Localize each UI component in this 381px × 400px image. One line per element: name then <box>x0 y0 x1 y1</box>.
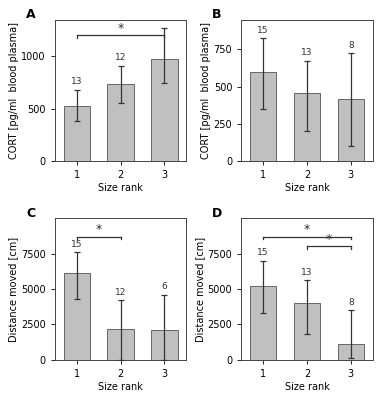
Bar <box>151 59 178 161</box>
Text: D: D <box>212 207 223 220</box>
Bar <box>338 99 364 161</box>
X-axis label: Size rank: Size rank <box>285 382 330 392</box>
Text: 13: 13 <box>301 268 313 277</box>
Bar <box>250 72 276 161</box>
X-axis label: Size rank: Size rank <box>285 183 330 193</box>
Bar <box>64 274 90 360</box>
Text: *: * <box>96 223 102 236</box>
Bar <box>64 106 90 161</box>
Y-axis label: Distance moved [cm]: Distance moved [cm] <box>195 236 205 342</box>
Text: 15: 15 <box>258 248 269 257</box>
Text: *: * <box>326 233 332 246</box>
Text: 13: 13 <box>71 77 83 86</box>
Text: 8: 8 <box>348 40 354 50</box>
Text: C: C <box>26 207 35 220</box>
Text: 13: 13 <box>301 48 313 57</box>
Text: B: B <box>212 8 222 21</box>
X-axis label: Size rank: Size rank <box>98 183 143 193</box>
Text: 12: 12 <box>115 53 126 62</box>
Y-axis label: Distance moved [cm]: Distance moved [cm] <box>8 236 18 342</box>
Text: 15: 15 <box>258 26 269 35</box>
Bar <box>294 303 320 360</box>
Y-axis label: CORT [pg/ml  blood plasma]: CORT [pg/ml blood plasma] <box>9 22 19 159</box>
Text: 12: 12 <box>115 288 126 297</box>
Bar <box>250 286 276 360</box>
Bar <box>151 330 178 360</box>
Y-axis label: CORT [pg/ml  blood plasma]: CORT [pg/ml blood plasma] <box>201 22 211 159</box>
Text: 15: 15 <box>71 240 83 249</box>
Text: A: A <box>26 8 35 21</box>
Bar <box>107 84 134 161</box>
Bar <box>294 93 320 161</box>
Bar <box>107 329 134 360</box>
Text: 6: 6 <box>162 282 167 291</box>
Text: *: * <box>304 223 310 236</box>
Bar <box>338 344 364 360</box>
X-axis label: Size rank: Size rank <box>98 382 143 392</box>
Text: *: * <box>117 22 124 34</box>
Text: 8: 8 <box>348 298 354 307</box>
